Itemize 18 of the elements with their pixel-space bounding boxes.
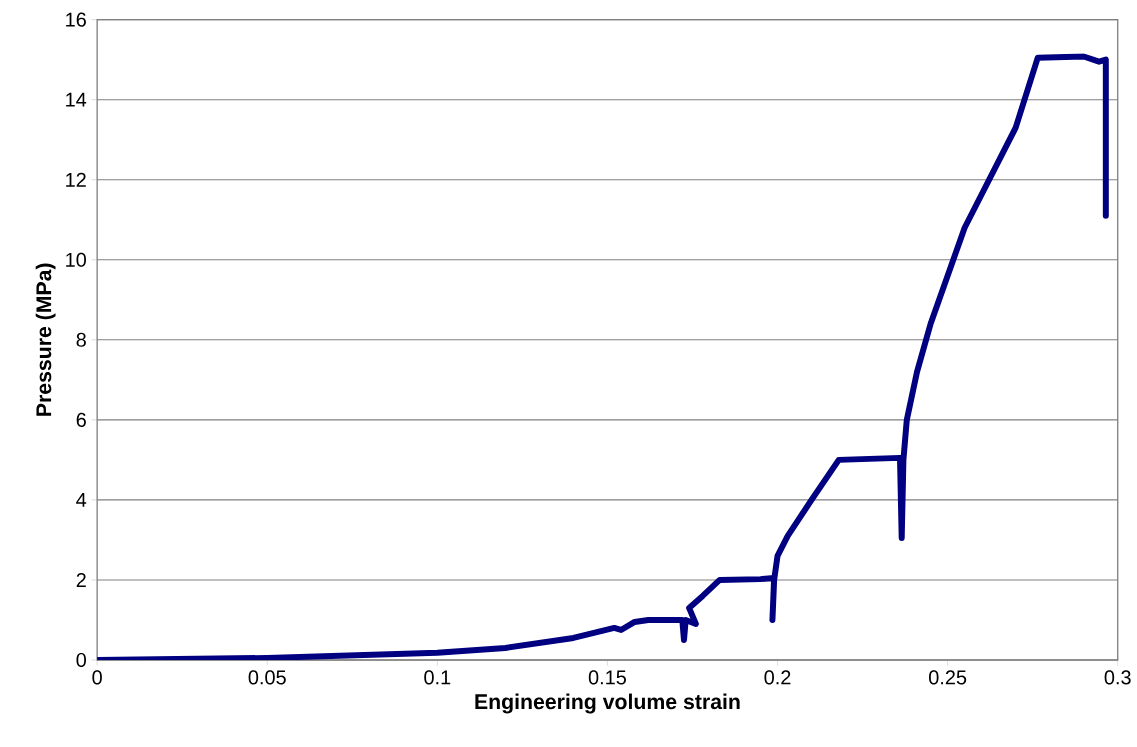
y-tick-label: 4 [76,493,87,507]
y-tick-label: 16 [66,12,86,27]
x-tick-label: 0.15 [588,670,626,685]
y-tick-label: 14 [66,92,87,107]
x-tick-label: 0.3 [1104,670,1131,685]
x-tick-label: 0.2 [764,670,791,685]
y-tick-label: 10 [66,252,86,267]
x-axis-title: Engineering volume strain [475,693,740,714]
y-tick-label: 8 [76,332,86,347]
y-tick-label: 0 [76,652,86,668]
y-tick-label: 12 [66,172,86,187]
y-tick-label: 2 [76,573,86,587]
y-axis-title: Pressure (MPa) [35,263,56,416]
x-tick-label: 0.25 [929,670,967,685]
x-tick-label: 0 [92,670,102,685]
x-tick-label: 0.1 [424,670,451,685]
x-tick-label: 0.05 [248,670,286,685]
y-tick-label: 6 [76,412,86,427]
